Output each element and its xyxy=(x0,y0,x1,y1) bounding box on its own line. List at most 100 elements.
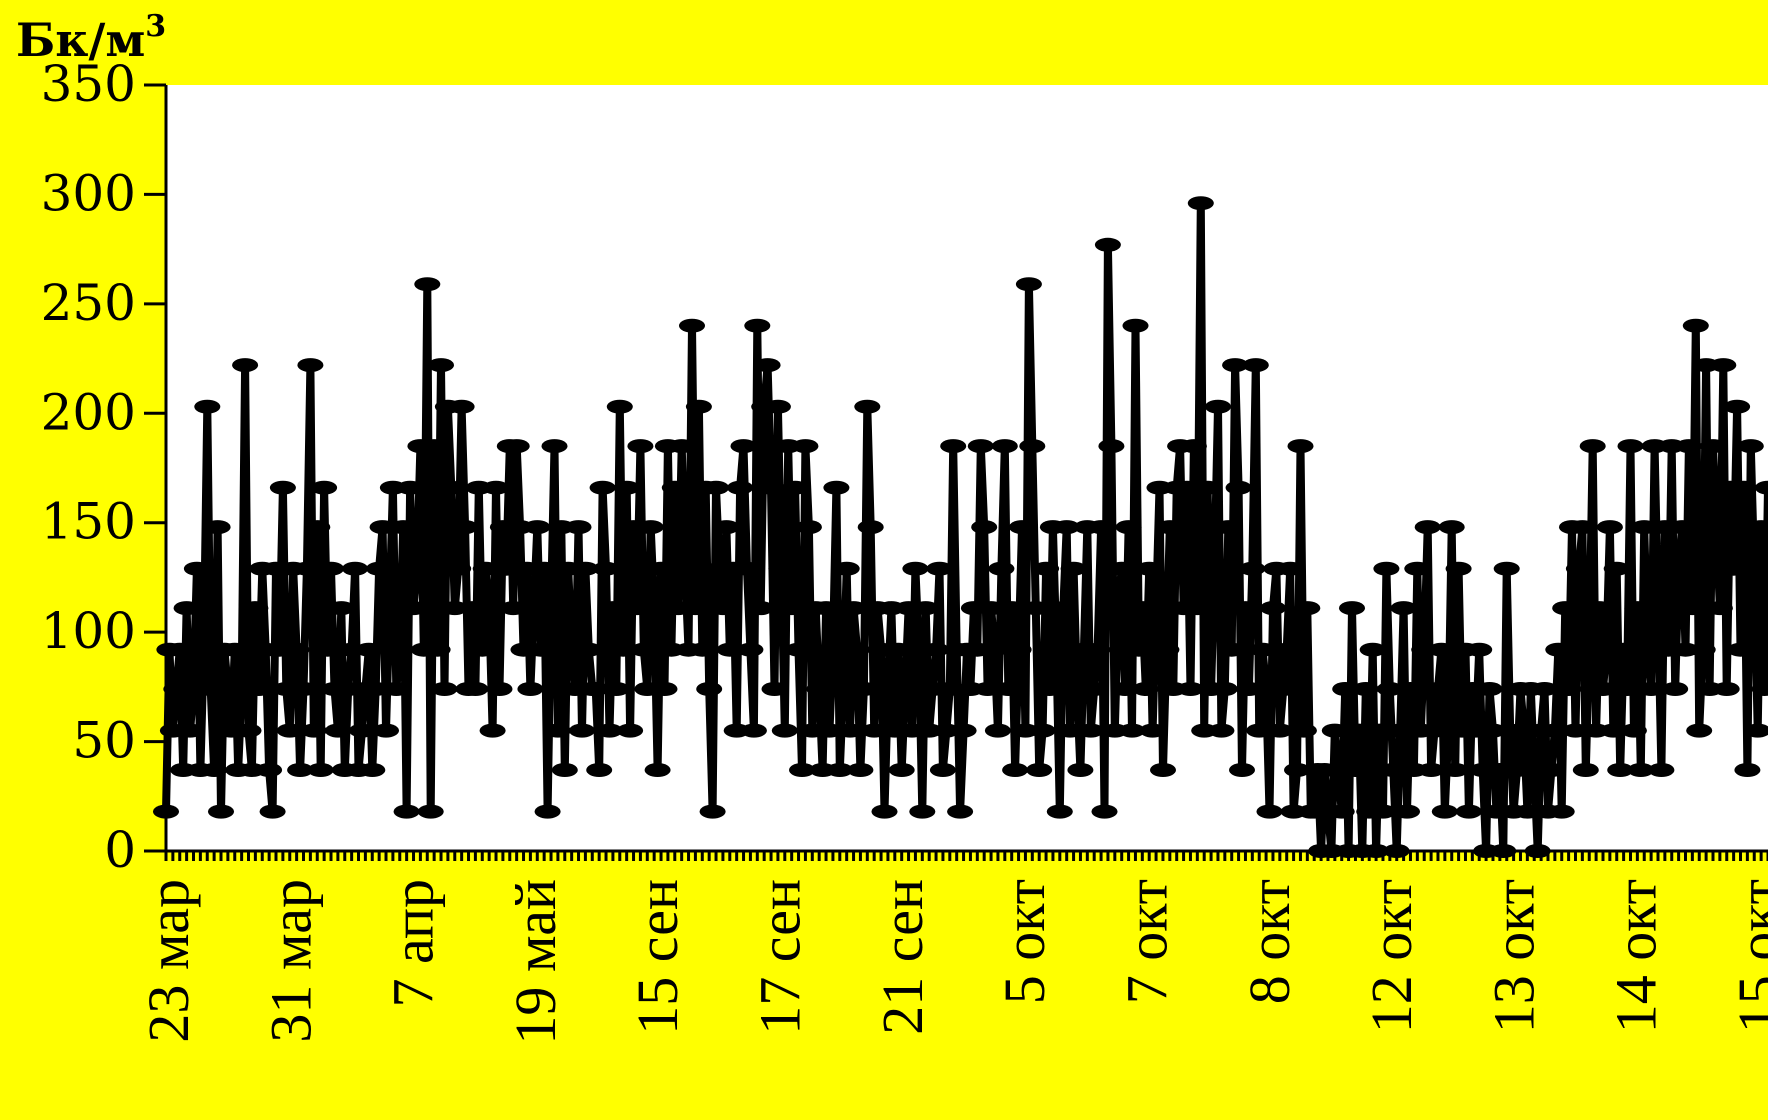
data-point xyxy=(1669,520,1696,535)
data-point xyxy=(1184,601,1211,616)
data-point xyxy=(201,763,228,777)
data-point xyxy=(276,723,303,738)
data-point xyxy=(1755,480,1768,495)
data-point xyxy=(1125,642,1152,657)
data-point xyxy=(1390,601,1417,616)
data-point xyxy=(531,561,558,576)
data-point xyxy=(730,439,757,454)
data-point xyxy=(194,399,221,414)
data-point xyxy=(682,601,709,616)
x-ticks: 23 мар 31 мар 7 апр 19 май 15 сен 17 сен 21 се… xyxy=(136,851,1768,1045)
data-point xyxy=(307,763,334,777)
data-point xyxy=(232,358,259,373)
data-point xyxy=(1548,804,1575,819)
x-tick-label: 8 окт xyxy=(1237,879,1302,1004)
data-point xyxy=(328,601,355,616)
data-point xyxy=(1555,682,1582,696)
data-point xyxy=(287,763,314,777)
data-point xyxy=(844,642,870,657)
data-point xyxy=(1002,763,1029,777)
data-point xyxy=(355,642,382,657)
data-point xyxy=(792,439,819,454)
data-point xyxy=(311,480,338,495)
data-point xyxy=(1342,763,1369,777)
data-point xyxy=(861,723,888,738)
data-point xyxy=(668,439,695,454)
data-point xyxy=(1046,804,1073,819)
data-point xyxy=(764,399,791,414)
data-point xyxy=(376,601,403,616)
data-point xyxy=(1205,399,1231,414)
data-point xyxy=(1600,723,1627,738)
data-point xyxy=(1730,480,1757,495)
data-point xyxy=(912,601,939,616)
data-point xyxy=(627,439,654,454)
data-point xyxy=(1476,682,1503,696)
data-point xyxy=(1290,723,1317,738)
data-point xyxy=(1727,642,1754,657)
data-point xyxy=(1565,561,1592,576)
data-point xyxy=(888,763,915,777)
data-point xyxy=(1328,804,1355,819)
data-point xyxy=(1445,561,1472,576)
data-point xyxy=(1208,723,1235,738)
data-point xyxy=(1339,601,1365,616)
data-point xyxy=(1180,439,1207,454)
data-point xyxy=(1404,561,1431,576)
data-point xyxy=(610,642,637,657)
data-point xyxy=(871,804,898,819)
data-point xyxy=(1586,601,1613,616)
data-point xyxy=(1438,520,1465,535)
data-point xyxy=(593,561,619,576)
data-point xyxy=(923,642,950,657)
data-point xyxy=(1098,439,1125,454)
data-point xyxy=(1414,520,1441,535)
data-point xyxy=(1541,723,1568,738)
data-point xyxy=(1531,682,1558,696)
data-point xyxy=(1108,561,1135,576)
data-point xyxy=(366,561,393,576)
data-point xyxy=(1624,601,1651,616)
data-point xyxy=(1665,561,1692,576)
data-point xyxy=(1700,439,1726,454)
data-point xyxy=(173,601,200,616)
x-tick-label: 15 сен xyxy=(625,879,690,1035)
data-point xyxy=(304,520,331,535)
data-point xyxy=(393,804,420,819)
data-point xyxy=(998,601,1025,616)
data-point xyxy=(538,601,564,616)
data-point xyxy=(1627,763,1654,777)
data-point xyxy=(586,763,613,777)
x-tick-label: 17 сен xyxy=(748,879,813,1035)
data-point xyxy=(452,520,479,535)
data-point xyxy=(438,480,465,495)
data-point xyxy=(404,561,430,576)
y-axis-label-text: Бк/м xyxy=(16,13,145,67)
data-point xyxy=(1139,723,1166,738)
data-point xyxy=(517,682,544,696)
data-point xyxy=(1115,520,1142,535)
data-point xyxy=(758,480,784,495)
data-point xyxy=(1287,439,1314,454)
y-tick-label: 200 xyxy=(41,383,136,441)
data-point xyxy=(1689,642,1716,657)
data-point xyxy=(421,439,448,454)
data-point xyxy=(1009,520,1035,535)
data-point xyxy=(1077,723,1104,738)
data-point xyxy=(892,682,919,696)
data-point xyxy=(1132,682,1159,696)
data-point xyxy=(644,763,671,777)
data-point xyxy=(761,682,788,696)
data-point xyxy=(472,561,499,576)
data-point xyxy=(819,642,846,657)
data-point xyxy=(1277,561,1304,576)
data-point xyxy=(1053,520,1080,535)
data-point xyxy=(1105,601,1132,616)
data-point xyxy=(1060,561,1087,576)
data-point xyxy=(1256,804,1283,819)
data-point xyxy=(950,723,977,738)
data-point xyxy=(988,561,1015,576)
data-point xyxy=(259,804,286,819)
data-point xyxy=(373,723,399,738)
data-point xyxy=(500,601,527,616)
